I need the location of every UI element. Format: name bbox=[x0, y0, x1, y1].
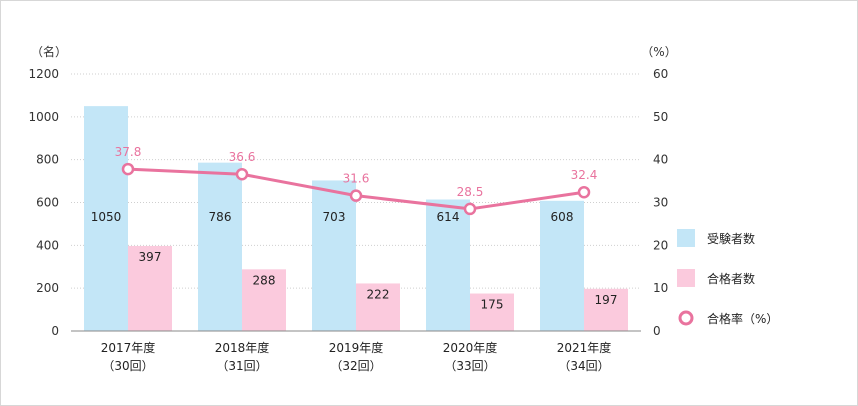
legend-label-passers: 合格者数 bbox=[707, 271, 755, 286]
y-right-tick-label: 10 bbox=[653, 281, 668, 295]
x-tick-label-year: 2018年度 bbox=[215, 340, 270, 355]
y-right-tick-label: 40 bbox=[653, 153, 668, 167]
bar-passers bbox=[470, 293, 514, 331]
data-labels: 1050 397 786 288 703 222 614 175 608 197 37.8 36.6 3… bbox=[91, 145, 618, 311]
bar-examinees bbox=[312, 180, 356, 331]
bar-passers bbox=[128, 245, 172, 331]
y-right-tick-label: 0 bbox=[653, 324, 661, 338]
bar-examinees-value: 703 bbox=[323, 210, 346, 224]
y-left-tick-label: 200 bbox=[36, 281, 59, 295]
bar-examinees-value: 786 bbox=[209, 210, 232, 224]
legend-label-examinees: 受験者数 bbox=[707, 231, 755, 246]
bar-passers-value: 175 bbox=[481, 298, 504, 312]
y-left-unit: （名） bbox=[31, 44, 67, 59]
bar-passers bbox=[242, 269, 286, 331]
rate-point bbox=[463, 202, 477, 216]
y-left-tick-label: 600 bbox=[36, 196, 59, 210]
y-right-tick-label: 30 bbox=[653, 196, 668, 210]
bar-passers-value: 397 bbox=[139, 250, 162, 264]
legend-marker-rate bbox=[678, 310, 694, 326]
rate-value-label: 36.6 bbox=[229, 150, 256, 164]
bar-examinees bbox=[426, 199, 470, 331]
bars bbox=[84, 106, 628, 331]
rate-point bbox=[235, 167, 249, 181]
bar-examinees-value: 614 bbox=[437, 210, 460, 224]
y-right-unit: （%） bbox=[641, 45, 676, 59]
bar-examinees bbox=[540, 200, 584, 331]
bar-passers-value: 222 bbox=[367, 287, 390, 301]
rate-value-label: 31.6 bbox=[343, 172, 370, 186]
rate-value-label: 37.8 bbox=[115, 145, 142, 159]
rate-point bbox=[577, 185, 591, 199]
x-tick-label-session: （33回） bbox=[444, 359, 495, 373]
y-left-tick-label: 800 bbox=[36, 153, 59, 167]
x-tick-label-year: 2017年度 bbox=[101, 340, 156, 355]
legend-swatch-passers bbox=[677, 269, 695, 287]
legend-swatch-examinees bbox=[677, 229, 695, 247]
rate-point bbox=[349, 189, 363, 202]
x-tick-label-session: （30回） bbox=[102, 359, 153, 373]
y-left-tick-label: 0 bbox=[51, 324, 59, 338]
bar-passers bbox=[584, 288, 628, 331]
x-tick-label-year: 2020年度 bbox=[443, 340, 498, 355]
rate-value-label: 28.5 bbox=[457, 185, 484, 199]
x-tick-label-year: 2021年度 bbox=[557, 340, 612, 355]
y-left-tick-label: 400 bbox=[36, 238, 59, 252]
x-tick-label-year: 2019年度 bbox=[329, 340, 384, 355]
y-right-tick-label: 20 bbox=[653, 238, 668, 252]
x-tick-label-session: （32回） bbox=[330, 359, 381, 373]
legend-label-rate: 合格率（%） bbox=[707, 311, 778, 326]
y-right-tick-label: 60 bbox=[653, 67, 668, 81]
bar-passers-value: 288 bbox=[253, 273, 276, 287]
bar-passers-value: 197 bbox=[595, 293, 618, 307]
y-right-tick-label: 50 bbox=[653, 110, 668, 124]
x-tick-label-session: （34回） bbox=[558, 359, 609, 373]
bar-passers bbox=[356, 283, 400, 331]
axes: 0 0 200 10 400 20 600 30 800 40 1000 50 1200 60 （名） （%）… bbox=[28, 44, 676, 373]
x-tick-label-session: （31回） bbox=[216, 359, 267, 373]
bar-examinees bbox=[198, 162, 242, 331]
bar-examinees-value: 1050 bbox=[91, 210, 122, 224]
rate-point bbox=[121, 162, 135, 176]
rate-value-label: 32.4 bbox=[571, 168, 598, 182]
bar-examinees-value: 608 bbox=[551, 210, 574, 224]
rate-line bbox=[121, 162, 591, 216]
y-left-tick-label: 1000 bbox=[28, 110, 59, 124]
y-left-tick-label: 1200 bbox=[28, 67, 59, 81]
bar-examinees bbox=[84, 106, 128, 331]
